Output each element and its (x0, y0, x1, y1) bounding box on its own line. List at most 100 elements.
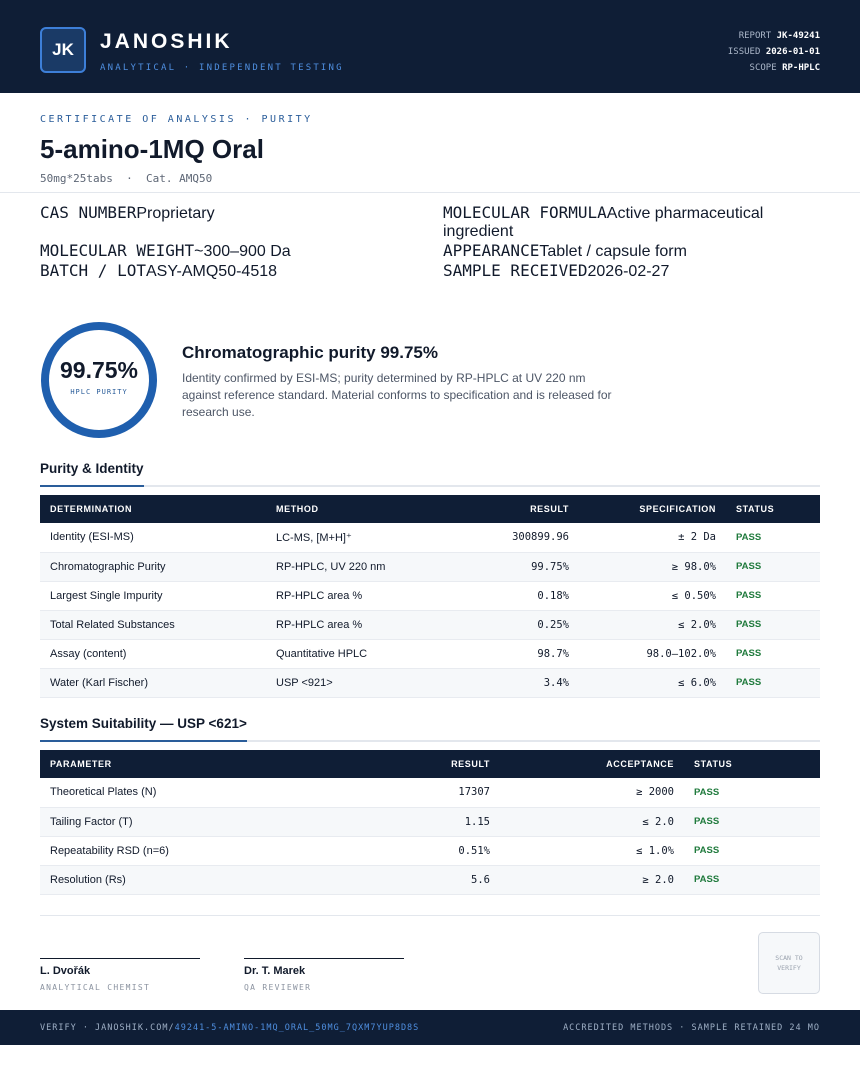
meta-value: 2026-01-01 (765, 47, 820, 57)
meta-label: ISSUED (727, 47, 761, 57)
summary-text: Identity confirmed by ESI-MS; purity det… (182, 371, 612, 419)
field-label: APPEARANCE (443, 241, 540, 260)
field: CAS NUMBERProprietary (40, 203, 417, 241)
brand: JANOSHIK (100, 30, 233, 53)
cell: 0.25% (436, 610, 579, 640)
cell: Total Related Substances (40, 610, 266, 640)
column-header: STATUS (726, 495, 820, 523)
cell: 300899.96 (436, 523, 579, 553)
field-value: ~300–900 Da (194, 243, 291, 260)
product-title: 5-amino-1MQ Oral (40, 134, 264, 164)
table-row: Theoretical Plates (N) 17307 ≥ 2000 PASS (40, 778, 820, 808)
cell: ≤ 2.0 (500, 807, 684, 837)
section-title: System Suitability — USP <621> (40, 716, 247, 742)
section-header: Purity & Identity (40, 460, 820, 487)
divider (40, 915, 820, 916)
column-header: STATUS (684, 750, 820, 778)
footer: VERIFY · JANOSHIK.COM/49241-5-AMINO-1MQ_… (0, 1010, 860, 1045)
cell: 99.75% (436, 552, 579, 582)
signature: L. Dvořák ANALYTICAL CHEMIST (40, 958, 200, 992)
table-body: Theoretical Plates (N) 17307 ≥ 2000 PASS Tai… (40, 778, 820, 895)
cell: LC-MS, [M+H]⁺ (266, 523, 436, 553)
divider (0, 192, 860, 193)
cell: PASS (726, 668, 820, 698)
meta-row: SCOPE RP-HPLC (728, 60, 820, 76)
cell: 17307 (360, 778, 500, 808)
cell: PASS (726, 610, 820, 640)
cell: ≤ 2.0% (579, 610, 726, 640)
cell: Assay (content) (40, 639, 266, 669)
footer-note: ACCREDITED METHODS · SAMPLE RETAINED 24 … (563, 1022, 820, 1033)
field: APPEARANCETablet / capsule form (443, 241, 820, 261)
summary-heading: Chromatographic purity 99.75% (182, 343, 439, 362)
column-header: PARAMETER (40, 750, 360, 778)
cell: Water (Karl Fischer) (40, 668, 266, 698)
tagline: ANALYTICAL · INDEPENDENT TESTING (100, 63, 344, 73)
signer-name: Dr. T. Marek (244, 965, 306, 977)
cell: 1.15 (360, 807, 500, 837)
gauge-ring (41, 322, 157, 438)
suitability-table: PARAMETER RESULT ACCEPTANCE STATUS Theoretic… (40, 750, 820, 895)
header-row: DETERMINATION METHOD RESULT SPECIFICATION ST… (40, 495, 820, 523)
table-row: Identity (ESI-MS) LC-MS, [M+H]⁺ 300899.96 ±… (40, 523, 820, 553)
table-row: Tailing Factor (T) 1.15 ≤ 2.0 PASS (40, 807, 820, 837)
cell: Identity (ESI-MS) (40, 523, 266, 553)
field-label: MOLECULAR FORMULA (443, 203, 607, 222)
field: MOLECULAR FORMULAActive pharmaceutical i… (443, 203, 820, 241)
cell: PASS (684, 807, 820, 837)
cell: ≤ 1.0% (500, 836, 684, 866)
section-title: Purity & Identity (40, 461, 144, 487)
table-row: Total Related Substances RP-HPLC area % 0.… (40, 610, 820, 640)
cell: ≥ 2.0 (500, 865, 684, 895)
report-meta: REPORT JK-49241 ISSUED 2026-01-01 SCOPE RP… (728, 28, 820, 76)
field-label: CAS NUMBER (40, 203, 137, 222)
logo: JK (40, 27, 86, 73)
cell: Tailing Factor (T) (40, 807, 360, 837)
signer-role: ANALYTICAL CHEMIST (40, 983, 151, 992)
cell: Largest Single Impurity (40, 581, 266, 611)
cell: Resolution (Rs) (40, 865, 360, 895)
field-label: BATCH / LOT (40, 261, 146, 280)
meta-label: REPORT (738, 31, 772, 41)
table-row: Water (Karl Fischer) USP <921> 3.4% ≤ 6.0% P… (40, 668, 820, 698)
cell: Chromatographic Purity (40, 552, 266, 582)
cell: RP-HPLC area % (266, 610, 436, 640)
footer-verify: VERIFY · JANOSHIK.COM/49241-5-AMINO-1MQ_… (40, 1023, 419, 1033)
table-head: PARAMETER RESULT ACCEPTANCE STATUS (40, 750, 820, 778)
subtitle: 50mg*25tabs · Cat. AMQ50 (40, 172, 213, 185)
cell: 3.4% (436, 668, 579, 698)
table-row: Repeatability RSD (n=6) 0.51% ≤ 1.0% PASS (40, 836, 820, 866)
cell: 98.0–102.0% (579, 639, 726, 669)
gauge-value: 99.75% (60, 357, 138, 383)
cell: Repeatability RSD (n=6) (40, 836, 360, 866)
field: SAMPLE RECEIVED2026-02-27 (443, 261, 820, 281)
section-header: System Suitability — USP <621> (40, 715, 820, 742)
field-value: Tablet / capsule form (539, 243, 687, 260)
kicker: CERTIFICATE OF ANALYSIS · PURITY (40, 114, 313, 125)
field-value: 2026-02-27 (587, 263, 670, 280)
verify-link[interactable]: 49241-5-AMINO-1MQ_ORAL_50MG_7QXM7YUP8D8S (174, 1022, 420, 1033)
cell: Theoretical Plates (N) (40, 778, 360, 808)
meta-row: REPORT JK-49241 (728, 28, 820, 44)
field: BATCH / LOTASY-AMQ50-4518 (40, 261, 417, 281)
cell: ≤ 0.50% (579, 581, 726, 611)
table-row: Assay (content) Quantitative HPLC 98.7% 98.… (40, 639, 820, 669)
field-label: MOLECULAR WEIGHT (40, 241, 195, 260)
cell: RP-HPLC, UV 220 nm (266, 552, 436, 582)
column-header: RESULT (436, 495, 579, 523)
signature: Dr. T. Marek QA REVIEWER (244, 958, 404, 992)
cell: PASS (726, 639, 820, 669)
column-header: RESULT (360, 750, 500, 778)
table-row: Largest Single Impurity RP-HPLC area % 0.1… (40, 581, 820, 611)
cell: 98.7% (436, 639, 579, 669)
cell: RP-HPLC area % (266, 581, 436, 611)
meta-row: ISSUED 2026-01-01 (728, 44, 820, 60)
cell: USP <921> (266, 668, 436, 698)
signer-name: L. Dvořák (40, 965, 91, 977)
field-label: SAMPLE RECEIVED (443, 261, 588, 280)
header-row: PARAMETER RESULT ACCEPTANCE STATUS (40, 750, 820, 778)
meta-value: JK-49241 (776, 31, 820, 41)
cell: PASS (684, 865, 820, 895)
cell: PASS (726, 552, 820, 582)
